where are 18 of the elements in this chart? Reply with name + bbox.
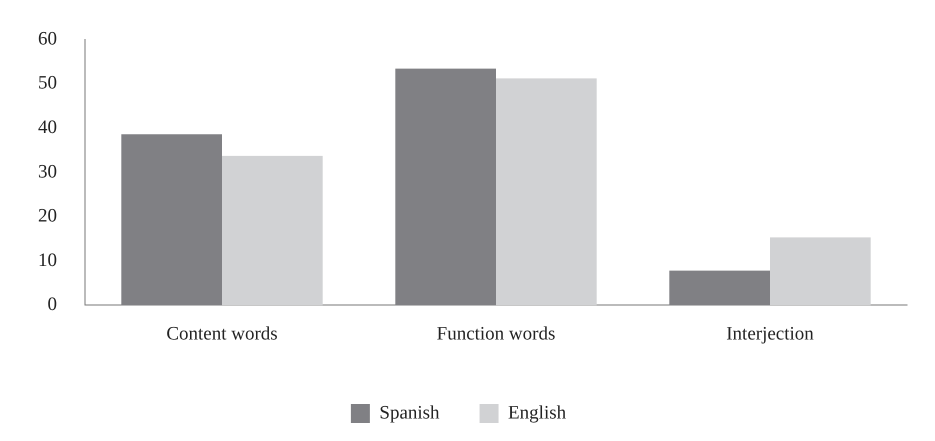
y-tick-label: 60 xyxy=(38,28,57,50)
y-tick-label: 20 xyxy=(38,206,57,227)
y-tick-label: 0 xyxy=(48,294,57,316)
x-tick-label: Interjection xyxy=(726,324,814,345)
y-tick-label: 40 xyxy=(38,116,57,138)
legend-label: Spanish xyxy=(379,402,440,424)
y-tick-label: 50 xyxy=(38,72,57,94)
x-tick-label: Function words xyxy=(436,324,556,345)
bar xyxy=(121,134,222,306)
bar xyxy=(669,270,770,306)
x-tick-label: Content words xyxy=(166,324,278,345)
y-tick-label: 30 xyxy=(38,161,57,182)
bar xyxy=(395,68,496,306)
y-tick-label: 10 xyxy=(38,250,57,271)
bar xyxy=(222,156,323,306)
bar xyxy=(770,237,871,306)
bar xyxy=(496,78,597,306)
legend-label: English xyxy=(508,402,567,424)
